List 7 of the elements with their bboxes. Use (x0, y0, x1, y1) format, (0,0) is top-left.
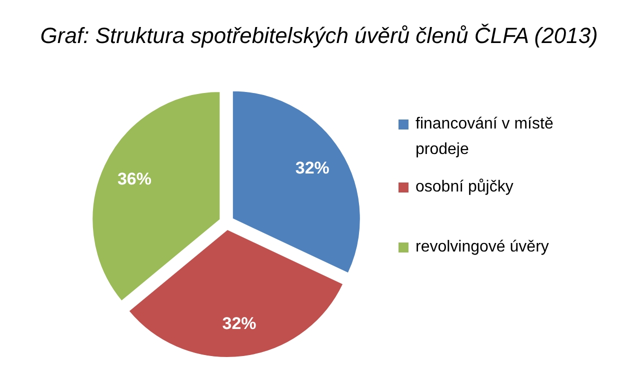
legend-label: financování v místě prodeje (416, 116, 554, 158)
data-label: 36% (117, 170, 152, 189)
legend-label: osobní půjčky (416, 178, 514, 196)
chart-title: Graf: Struktura spotřebitelských úvěrů členů ČLFA (2013) (40, 23, 598, 48)
data-label: 32% (222, 314, 256, 333)
legend-label: revolvingové úvěry (416, 238, 549, 256)
data-label: 32% (295, 158, 330, 178)
